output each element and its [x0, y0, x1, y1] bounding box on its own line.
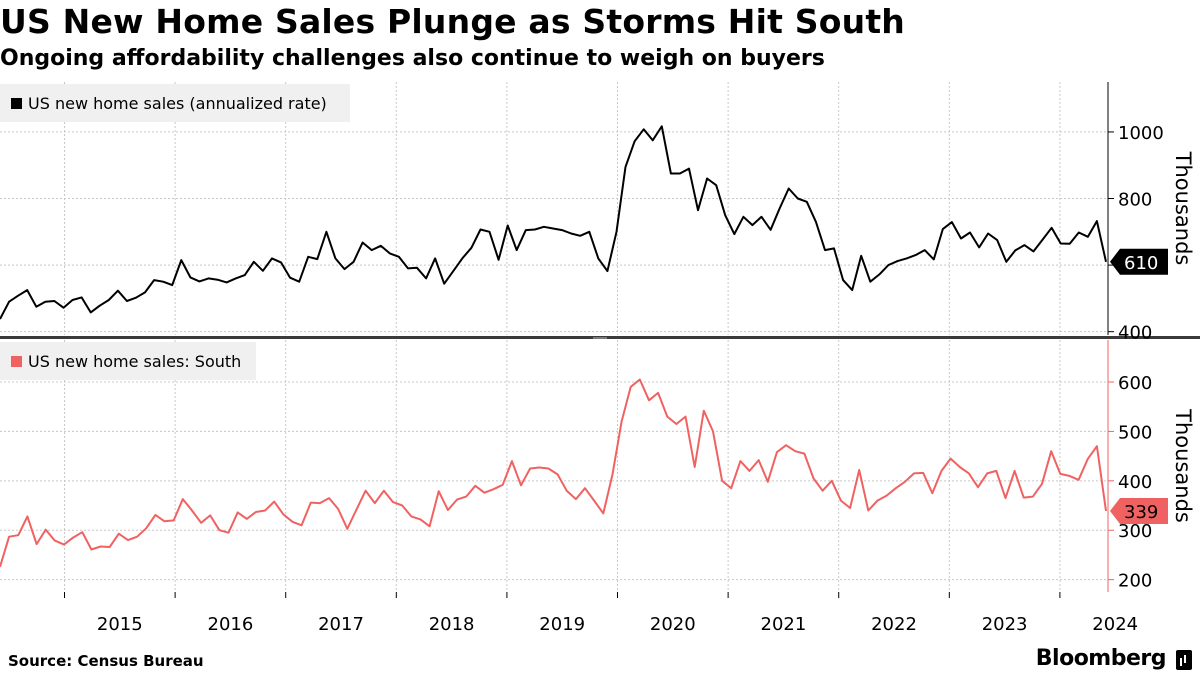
- x-tick-label: 2020: [650, 614, 696, 635]
- x-tick-label: 2021: [761, 614, 807, 635]
- x-tick-label: 2019: [539, 614, 585, 635]
- y-tick-label: 600: [1118, 373, 1152, 394]
- last-value-label: 610: [1124, 253, 1158, 274]
- chart-subtitle: Ongoing affordability challenges also co…: [0, 46, 825, 71]
- x-tick-label: 2017: [318, 614, 364, 635]
- y-tick-label: 400: [1118, 323, 1152, 344]
- y-tick-label: 200: [1118, 571, 1152, 592]
- y-tick-label: 800: [1118, 190, 1152, 211]
- legend-label: US new home sales: South: [28, 352, 241, 371]
- x-tick-label: 2016: [208, 614, 254, 635]
- y-axis-title: Thousands: [1171, 408, 1195, 523]
- legend-swatch: [11, 98, 22, 109]
- y-tick-label: 400: [1118, 472, 1152, 493]
- south-sales-line: [0, 378, 1107, 568]
- legend-box: [0, 84, 350, 122]
- last-value-badge: [1110, 248, 1168, 275]
- x-tick-label: 2018: [429, 614, 475, 635]
- x-tick-label: 2023: [982, 614, 1028, 635]
- y-tick-label: 300: [1118, 521, 1152, 542]
- y-tick-label: 500: [1118, 422, 1152, 443]
- last-value-badge: [1110, 497, 1168, 524]
- legend-box: [0, 342, 256, 380]
- source-note: Source: Census Bureau: [8, 652, 204, 670]
- brand-logo-text: Bloomberg: [1035, 646, 1167, 671]
- legend-label: US new home sales (annualized rate): [28, 94, 327, 113]
- x-tick-label: 2024: [1092, 614, 1138, 635]
- legend-swatch: [11, 356, 22, 367]
- bloomberg-terminal-icon: [1176, 650, 1192, 670]
- x-tick-label: 2015: [97, 614, 143, 635]
- y-axis-title: Thousands: [1171, 151, 1195, 266]
- y-tick-label: 1000: [1118, 123, 1164, 144]
- chart-title: US New Home Sales Plunge as Storms Hit S…: [0, 2, 906, 41]
- national-sales-line: [0, 125, 1107, 320]
- last-value-label: 339: [1124, 502, 1158, 523]
- x-tick-label: 2022: [871, 614, 917, 635]
